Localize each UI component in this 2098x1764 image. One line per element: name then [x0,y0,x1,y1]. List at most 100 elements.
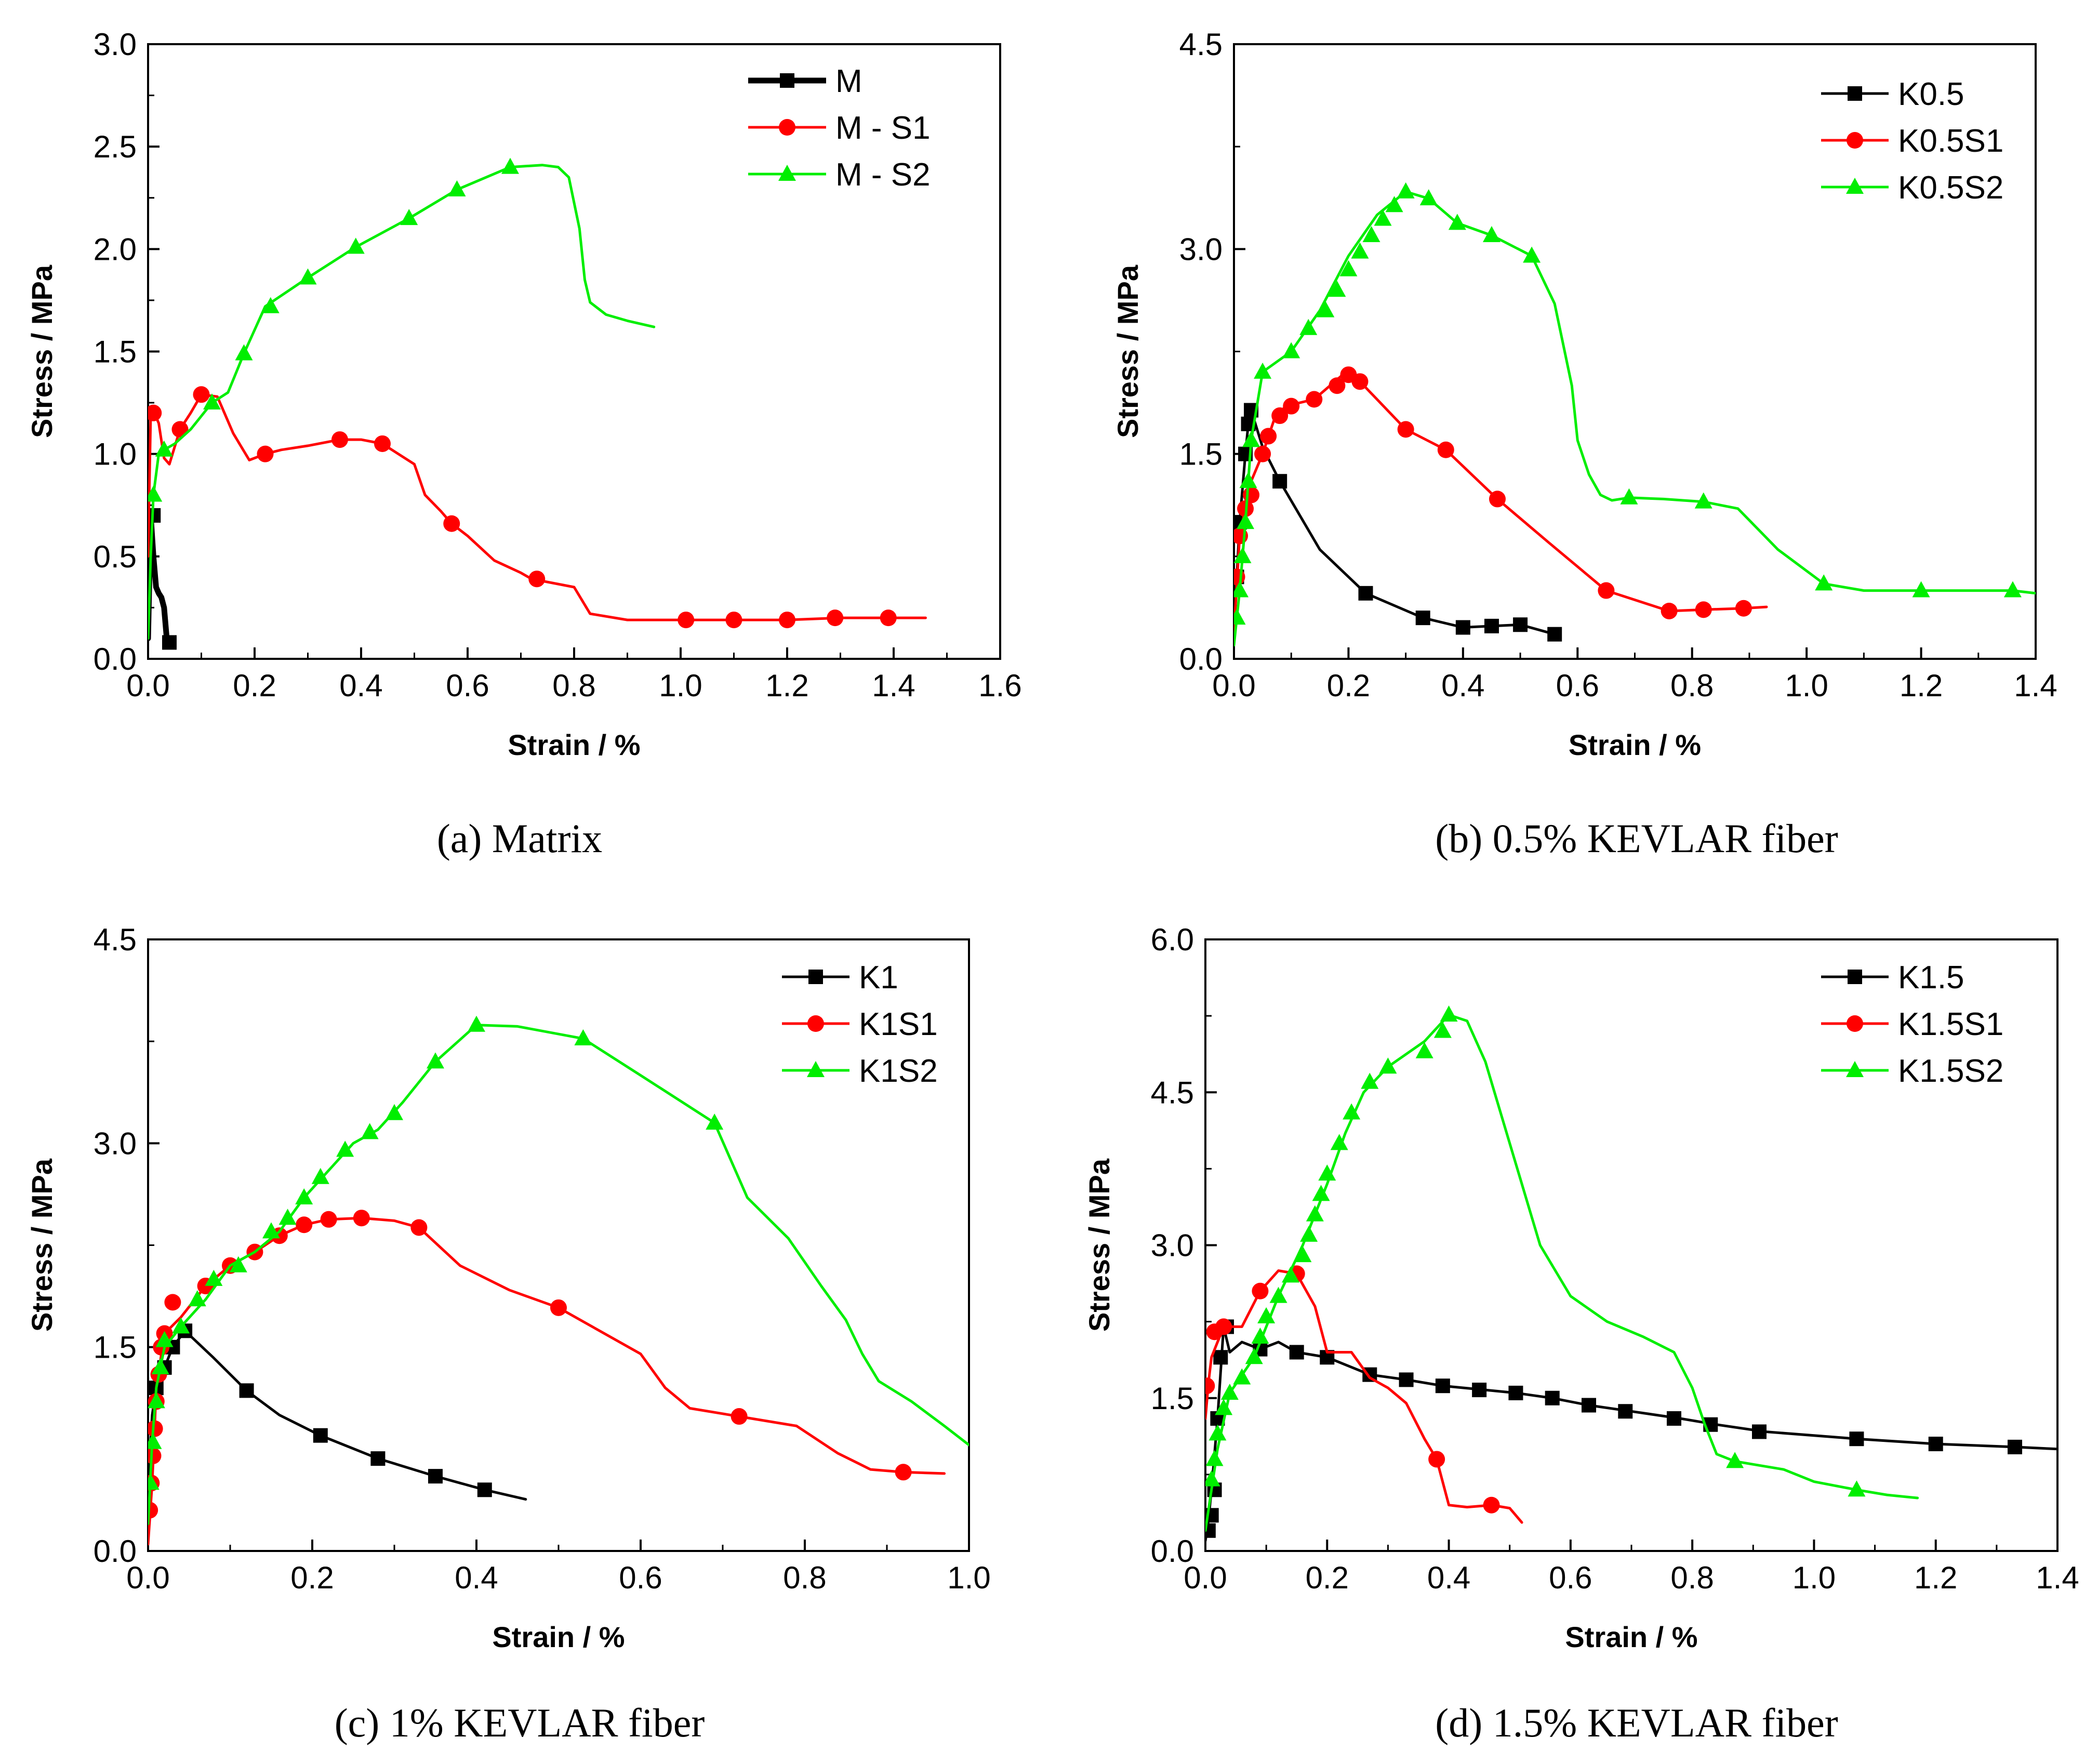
data-point [550,1299,567,1316]
chart-panel-3: 0.0 0.2 0.4 0.6 0.8 1.0 0.0 1.5 3.0 4.5 Strain / %… [25,922,991,1745]
data-point [1726,1452,1744,1468]
data-point [1379,1057,1397,1074]
data-point [1912,581,1930,598]
x-tick-label: 1.2 [1900,668,1943,703]
legend-marker [780,73,794,88]
data-point [320,1211,337,1228]
legend-label: K1.5 [1898,960,1964,996]
data-point [162,635,177,650]
y-tick-label: 0.0 [1151,1534,1194,1569]
data-point [1312,1185,1330,1201]
data-point [1620,488,1638,505]
data-point [410,1219,428,1236]
x-tick-label: 0.6 [619,1560,662,1595]
data-point [1252,1282,1269,1299]
series-group [148,157,927,650]
data-point [880,609,897,627]
legend-label: K1 [859,960,898,996]
y-tick-label: 0.0 [94,642,137,677]
y-axis-title: Stress / MPa [1083,1158,1116,1332]
data-point [1205,1523,1216,1538]
data-point [1260,428,1277,445]
x-axis-title: Strain / % [1565,1621,1697,1653]
data-point [501,157,519,174]
chart-panel-4: 0.0 0.2 0.4 0.6 0.8 1.0 1.2 1.4 0.0 1.5 3.0 4.5 6.0 S… [1083,922,2079,1745]
data-point [1209,1424,1227,1441]
data-point [148,1392,165,1409]
data-point [1437,441,1454,458]
data-point [1234,581,1249,598]
data-point [235,344,253,361]
x-tick-label: 1.0 [1792,1560,1836,1595]
x-tick-label: 0.6 [1549,1560,1592,1595]
legend-label: K1.5S2 [1898,1053,2003,1089]
data-point [1317,301,1335,317]
data-point [1374,209,1392,226]
data-point [1694,492,1712,509]
data-point [148,1433,162,1449]
data-point [1489,490,1506,508]
data-point [1351,242,1369,259]
data-point [1254,445,1271,462]
data-point [1239,472,1257,488]
legend-marker [1846,1061,1864,1077]
y-tick-label: 1.5 [94,1330,137,1365]
data-point [1361,1072,1379,1089]
data-point [164,1294,181,1311]
data-point [1397,421,1414,438]
data-point [148,1502,158,1519]
chart-panel-2: 0.0 0.2 0.4 0.6 0.8 1.0 1.2 1.4 0.0 1.5 3.0 4.5 Stra… [1111,27,2057,861]
data-point [1598,582,1615,599]
y-tick-label: 3.0 [1179,232,1223,267]
x-axis-title: Strain / % [508,728,640,761]
data-point [205,1269,223,1286]
data-point [1582,1398,1596,1413]
data-point [1205,1450,1224,1466]
data-point [1306,1205,1324,1222]
legend-label: K0.5 [1898,76,1964,112]
legend-marker [779,119,795,136]
data-point [1205,1377,1215,1395]
data-point [193,386,210,403]
data-point [336,1140,354,1157]
data-point [1483,1496,1500,1514]
y-axis-title: Stress / MPa [25,264,58,438]
y-tick-label: 2.5 [94,129,137,164]
legend-label: M - S1 [835,110,931,146]
x-axis-title: Strain / % [492,1621,625,1653]
data-point [1428,1451,1445,1468]
series-group [1234,182,2036,647]
y-tick-label: 6.0 [1151,922,1194,957]
data-point [155,440,173,457]
x-tick-label: 0.6 [446,668,489,703]
data-point [1415,1042,1433,1058]
data-point [1752,1424,1767,1439]
data-point [1397,182,1415,198]
data-point [1318,1164,1336,1181]
panel-caption: (c) 1% KEVLAR fiber [335,1700,705,1745]
data-point [148,1474,160,1490]
data-point [1419,189,1438,206]
data-point [1508,1385,1523,1400]
legend-marker [1847,1015,1863,1032]
data-point [1455,620,1470,635]
x-tick-label: 0.8 [783,1560,826,1595]
data-point [148,485,163,502]
y-tick-label: 3.0 [94,27,137,62]
data-point [1257,1307,1276,1323]
data-point [257,445,274,462]
data-point [311,1168,329,1184]
x-tick-label: 0.8 [552,668,595,703]
panel-caption: (b) 0.5% KEVLAR fiber [1435,816,1838,861]
x-tick-label: 0.8 [1670,1560,1714,1595]
x-tick-label: 0.4 [1441,668,1484,703]
data-point [1272,474,1287,489]
legend-label: K1S1 [859,1006,938,1042]
data-point [1351,373,1369,390]
data-point [1513,617,1528,632]
data-point [296,1216,313,1234]
x-tick-label: 0.0 [1184,1560,1227,1595]
x-tick-label: 1.4 [872,668,915,703]
legend: K1 K1S1 K1S2 [782,960,938,1089]
